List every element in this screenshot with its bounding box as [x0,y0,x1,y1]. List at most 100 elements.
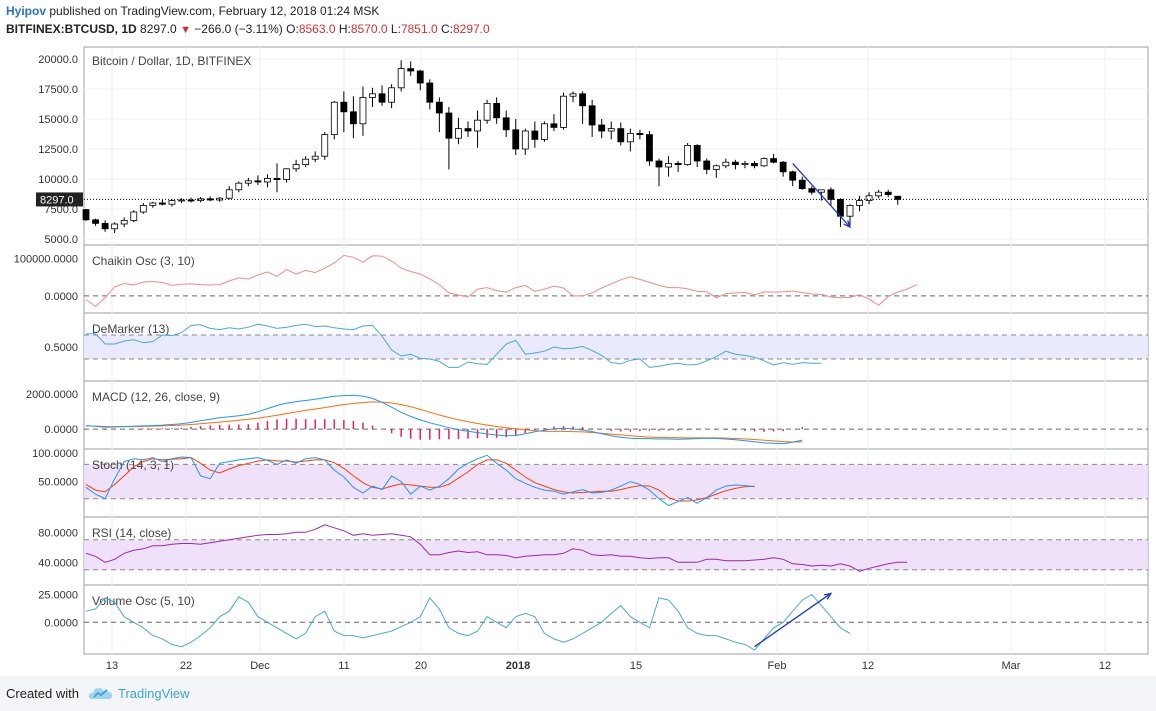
candle [884,191,892,195]
candle [550,123,558,128]
candle [158,202,166,205]
low-value: 7851.0 [400,22,438,36]
price-tick-label: 5000.0 [44,234,78,246]
candle [703,160,711,170]
candle [712,165,720,170]
candle [827,189,835,200]
chart-canvas[interactable]: 20000.0 17500.0 15000.0 12500.0 10000.0 7500.… [0,42,1156,676]
indicator-tick-label: 100000.0000 [14,253,78,265]
macd-line [85,394,803,445]
candle [254,180,262,183]
candle [693,145,701,162]
indicator-tick-label: 50.0000 [38,477,78,489]
indicator-line [85,254,918,308]
candle [349,111,357,125]
candle [684,145,692,166]
created-with-label: Created with [6,686,79,701]
indicator-band [84,539,1148,570]
high-label: H: [338,22,351,36]
price-tick-label: 12500.0 [38,144,78,156]
indicator-tick-label: 2000.0000 [26,389,78,401]
indicator-title: MACD (12, 26, close, 9) [92,390,220,404]
indicator-line [85,524,908,572]
candle [732,161,739,165]
tradingview-cloud-icon[interactable] [88,684,114,707]
candle [779,161,787,173]
candle [264,177,271,183]
candle [502,117,510,131]
x-axis-label: 22 [180,660,192,672]
candle [82,209,90,221]
candle [321,134,329,157]
price-trend-arrow-head [843,220,852,229]
price-panel-title: Bitcoin / Dollar, 1D, BITFINEX [92,54,251,68]
candle [455,128,462,139]
x-axis-label: Mar [1002,660,1021,672]
candle [197,198,205,202]
close-label: C: [440,22,453,36]
last-price: 8297.0 [140,22,177,36]
price-tick-label: 15000.0 [38,114,78,126]
x-axis-label: 20 [415,660,427,672]
candle [397,68,405,89]
candle [273,177,281,180]
candle [426,82,434,103]
volume-trend-arrow-head [823,592,833,600]
candle [139,204,147,213]
pane-border [83,584,1149,655]
stoch-k-line [85,454,755,507]
candle [741,163,749,166]
publisher-username[interactable]: Hyipov [6,4,47,18]
candle [101,222,109,230]
indicator-title: Volume Osc (5, 10) [92,594,195,608]
indicator-tick-label: 0.5000 [44,342,78,354]
candle [808,188,816,193]
candle [483,103,491,121]
candle [474,119,481,132]
price-tick-label: 20000.0 [38,54,78,66]
pane-border [83,244,1149,314]
x-axis-label: 15 [630,660,642,672]
last-price-badge [36,192,83,207]
candle [655,160,663,168]
tradingview-brand[interactable]: TradingView [118,686,190,701]
candle [579,93,586,107]
last-price-label: 8297.0 [40,194,74,206]
x-axis-label: 11 [338,660,349,672]
candle [330,101,338,136]
price-tick-label: 10000.0 [38,174,78,186]
candle [598,124,606,132]
candle [187,199,195,202]
candle [111,223,119,230]
price-tick-label: 17500.0 [38,84,78,96]
candle [302,158,310,165]
candle [369,93,376,98]
candle [378,93,386,103]
candle [235,182,243,191]
indicator-title: Stoch (14, 3, 1) [92,458,174,472]
candle [512,129,520,150]
indicator-title: DeMarker (13) [92,322,169,336]
candle [665,163,672,168]
low-label: L: [390,22,401,36]
candle [569,93,577,97]
indicator-line [85,593,851,651]
candle [846,204,854,217]
candle [789,171,797,181]
candle [168,200,176,205]
price-change: −266.0 (−3.11%) [194,22,283,36]
candle [388,87,396,103]
candle [92,219,99,224]
candle [770,158,777,163]
candle [560,95,567,128]
candle [617,128,625,143]
candle [760,158,768,167]
open-value: 8563.0 [298,22,336,36]
open-label: O: [286,22,299,36]
x-axis-label: 12 [862,660,874,672]
x-axis-label: Dec [250,660,270,672]
indicator-band [84,464,1148,499]
candle [416,70,424,84]
high-value: 8570.0 [350,22,388,36]
candle [493,103,501,119]
